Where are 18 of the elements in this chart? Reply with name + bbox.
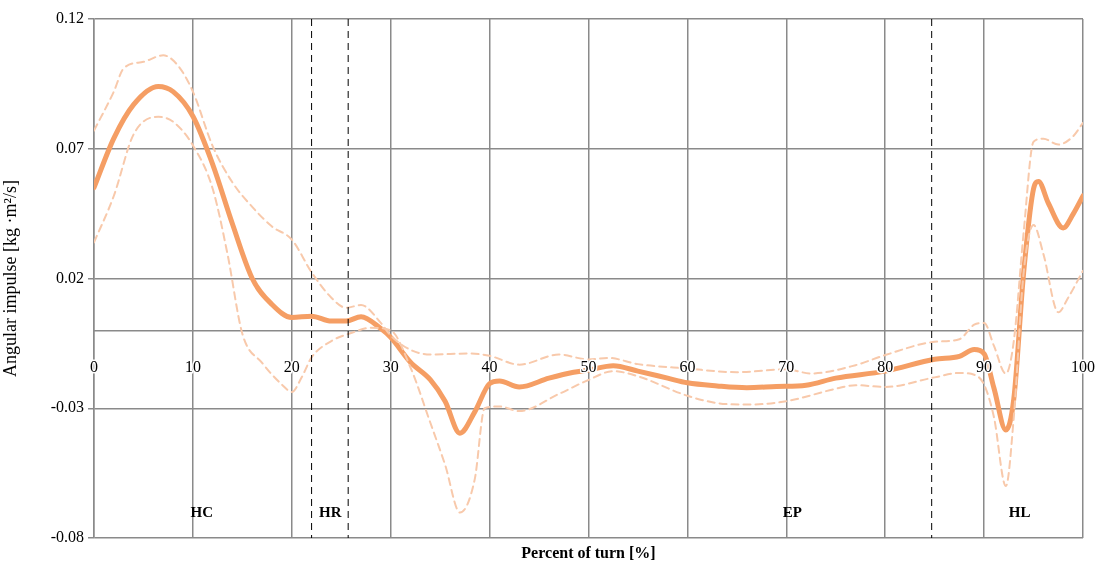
y-tick-label: -0.08 <box>50 528 84 546</box>
x-axis-title: Percent of turn [%] <box>521 544 656 562</box>
x-tick-label: 10 <box>184 357 201 375</box>
x-tick-label: 70 <box>778 357 795 375</box>
annotation: HC <box>190 503 214 520</box>
y-tick-label: 0.07 <box>56 138 84 156</box>
x-tick-label: 100 <box>1071 357 1095 375</box>
annotation: HR <box>319 503 342 520</box>
x-tick-label: 60 <box>679 357 696 375</box>
annotation: EP <box>782 503 802 520</box>
y-tick-label: 0.02 <box>56 268 84 286</box>
y-tick-label: 0.12 <box>56 9 84 27</box>
x-tick-label: 30 <box>382 357 399 375</box>
annotation: HL <box>1008 503 1031 520</box>
x-tick-label: 20 <box>283 357 300 375</box>
y-axis-title: Angular impulse [kg ·m²/s] <box>0 180 20 377</box>
y-tick-label: -0.03 <box>50 398 84 416</box>
x-tick-label: 0 <box>90 357 98 375</box>
